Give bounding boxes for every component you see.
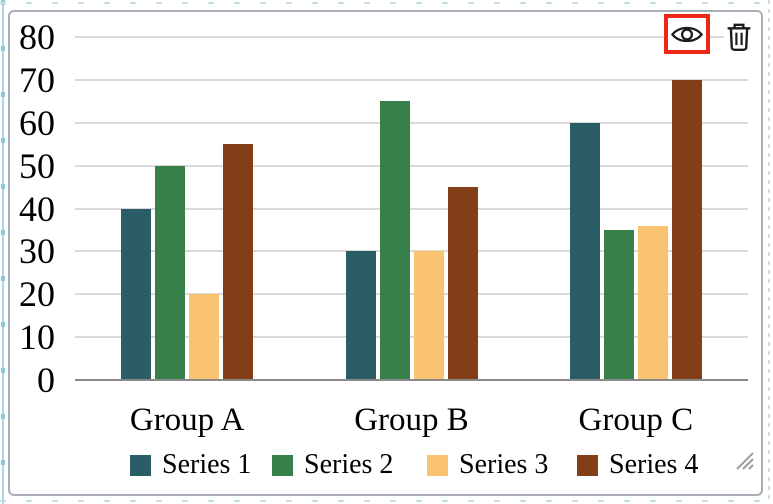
y-tick-label: 20 xyxy=(19,274,55,315)
x-category-label: Group A xyxy=(129,402,245,438)
canvas-bottom-ticks xyxy=(0,500,773,502)
gridline xyxy=(75,293,748,296)
trash-icon xyxy=(727,23,751,51)
canvas-left-guide xyxy=(2,0,4,504)
gridline xyxy=(75,36,748,38)
legend-item: Series 4 xyxy=(577,449,699,480)
bar-series-1-group-c xyxy=(569,122,600,380)
legend-swatch xyxy=(130,454,151,476)
eye-icon xyxy=(671,26,703,42)
bar-series-1-group-b xyxy=(345,251,376,380)
legend-label: Series 3 xyxy=(459,449,549,480)
y-tick-label: 40 xyxy=(19,188,55,229)
gridline xyxy=(75,78,748,81)
resize-handle[interactable] xyxy=(734,450,756,472)
gridline xyxy=(75,336,748,339)
y-tick-label: 60 xyxy=(19,102,55,143)
y-tick-label: 10 xyxy=(19,317,55,358)
canvas-right-ticks xyxy=(768,0,770,504)
bar-series-4-group-a xyxy=(223,144,254,380)
bar-series-4-group-b xyxy=(447,187,478,380)
x-axis-line xyxy=(75,379,748,381)
legend-label: Series 1 xyxy=(162,449,252,480)
gridline xyxy=(75,207,748,210)
x-category-label: Group C xyxy=(578,402,694,438)
bar-series-2-group-a xyxy=(155,165,186,380)
legend-item: Series 3 xyxy=(427,449,549,480)
bar-series-3-group-b xyxy=(413,251,444,380)
bar-series-3-group-a xyxy=(189,294,220,380)
chart-widget[interactable]: 0 10 20 30 40 50 60 70 80 Group A Group B Group C … xyxy=(8,10,763,496)
legend-swatch xyxy=(272,454,293,476)
bar-series-2-group-b xyxy=(379,101,410,380)
legend-item: Series 1 xyxy=(130,449,252,480)
x-category-label: Group B xyxy=(354,402,469,438)
canvas-top-ticks xyxy=(0,2,773,4)
y-tick-label: 70 xyxy=(19,59,55,100)
legend-label: Series 4 xyxy=(609,449,699,480)
gridline xyxy=(75,250,748,253)
gridline xyxy=(75,121,748,124)
gridline xyxy=(75,164,748,167)
bar-series-3-group-c xyxy=(637,225,668,380)
bar-series-4-group-c xyxy=(671,79,702,380)
legend-item: Series 2 xyxy=(272,449,394,480)
bar-series-2-group-c xyxy=(603,229,634,380)
resize-grip-icon xyxy=(736,452,754,470)
visibility-button[interactable] xyxy=(664,14,710,54)
legend-label: Series 2 xyxy=(304,449,394,480)
y-tick-label: 30 xyxy=(19,231,55,272)
delete-button[interactable] xyxy=(724,20,754,54)
plot-area xyxy=(75,36,748,381)
bar-series-1-group-a xyxy=(121,208,152,380)
legend-swatch xyxy=(577,454,598,476)
y-tick-label: 0 xyxy=(37,360,55,400)
legend-swatch xyxy=(427,454,448,476)
y-tick-label: 50 xyxy=(19,145,55,186)
canvas-left-ticks xyxy=(1,0,5,504)
y-tick-label: 80 xyxy=(19,17,55,57)
